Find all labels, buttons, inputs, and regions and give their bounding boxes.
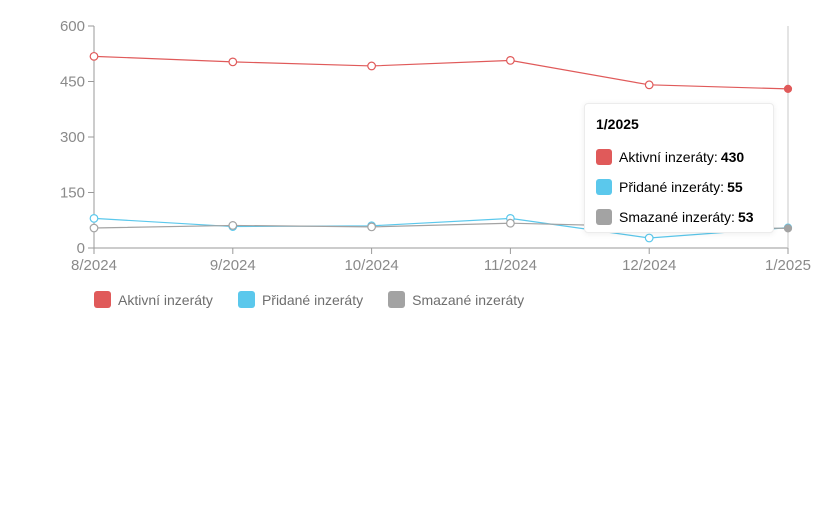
data-point	[228, 221, 238, 230]
data-point	[89, 213, 99, 223]
legend-item-pridane[interactable]: Přidané inzeráty	[237, 291, 364, 308]
legend-swatch-aktivni	[94, 291, 111, 308]
x-tick-label: 10/2024	[344, 257, 398, 274]
data-point	[228, 57, 238, 67]
tooltip-swatch-smazane	[596, 209, 612, 225]
legend-label-pridane: Přidané inzeráty	[261, 291, 364, 308]
x-tick-label: 1/2025	[765, 257, 811, 274]
tooltip-value-pridane: 55	[727, 179, 743, 195]
y-tick-label: 150	[60, 185, 85, 202]
chart-tooltip: 1/2025 Aktivní inzeráty: 430 Přidané inz…	[584, 103, 774, 233]
tooltip-swatch-aktivni	[596, 149, 612, 165]
tooltip-value-smazane: 53	[737, 209, 754, 225]
line-chart: 0 150 300 450 600 8/2024 9/2024 10/2024 11/2024 1…	[60, 18, 811, 274]
tooltip-title: 1/2025	[596, 116, 639, 132]
tooltip-row-smazane: Smazané inzeráty: 53	[596, 202, 773, 232]
series-line-0	[93, 55, 789, 90]
data-point	[89, 51, 99, 61]
legend-item-aktivni[interactable]: Aktivní inzeráty	[94, 291, 213, 308]
data-point	[506, 56, 515, 65]
data-point	[783, 84, 793, 94]
y-tick-label: 0	[77, 240, 85, 257]
x-tick-label: 11/2024	[484, 257, 537, 274]
tooltip-row-aktivni: Aktivní inzeráty: 430	[596, 142, 773, 172]
data-point	[783, 224, 793, 233]
series-line-1	[93, 217, 789, 239]
legend-swatch-smazane	[388, 291, 406, 308]
data-point	[367, 222, 377, 232]
x-tick-label: 9/2024	[210, 257, 256, 274]
legend-swatch-pridane	[237, 291, 255, 308]
chart-axes: 0 150 300 450 600 8/2024 9/2024 10/2024 11/2024 1…	[60, 18, 811, 274]
y-tick-label: 600	[60, 18, 85, 35]
x-tick-label: 8/2024	[71, 257, 117, 274]
tooltip-row-pridane: Přidané inzeráty: 55	[596, 172, 773, 202]
data-point	[367, 61, 377, 71]
x-tick-label: 12/2024	[622, 257, 676, 274]
legend-label-aktivni: Aktivní inzeráty	[118, 291, 213, 308]
data-point	[506, 218, 515, 228]
data-point	[644, 80, 654, 90]
legend-item-smazane[interactable]: Smazané inzeráty	[388, 291, 524, 308]
data-point	[89, 223, 99, 233]
y-tick-label: 450	[60, 74, 85, 91]
tooltip-label-aktivni: Aktivní inzeráty:	[619, 149, 718, 165]
chart-legend: Aktivní inzeráty Přidané inzeráty Smazan…	[94, 291, 549, 308]
data-point	[644, 233, 654, 243]
tooltip-value-aktivni: 430	[720, 149, 745, 165]
legend-label-smazane: Smazané inzeráty	[412, 291, 525, 308]
y-tick-label: 300	[60, 129, 85, 146]
tooltip-label-smazane: Smazané inzeráty:	[619, 209, 735, 225]
tooltip-swatch-pridane	[596, 179, 612, 195]
tooltip-label-pridane: Přidané inzeráty:	[619, 179, 725, 195]
